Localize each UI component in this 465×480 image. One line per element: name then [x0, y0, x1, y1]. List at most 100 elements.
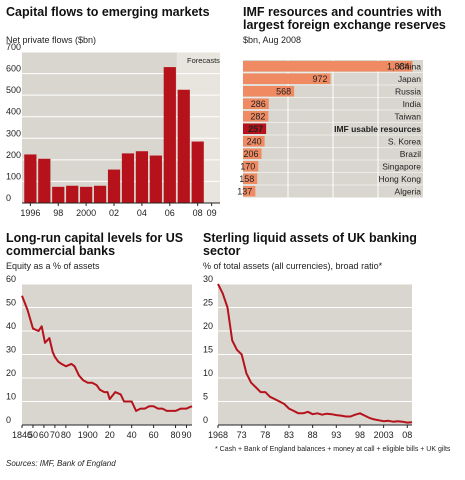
chart1-bar — [52, 186, 65, 203]
chart4-title: Sterling liquid assets of UK banking sec… — [203, 231, 417, 258]
chart1-ytick-label: 500 — [6, 85, 21, 95]
chart1-bar — [93, 185, 107, 203]
chart1-bar — [163, 67, 176, 203]
chart2-category-label: Taiwan — [395, 112, 422, 122]
chart2-value-label: 568 — [276, 87, 291, 97]
chart1-xtick-label: 04 — [137, 208, 147, 218]
chart2-category-label: Japan — [398, 74, 421, 84]
chart2-value-label: 257 — [248, 124, 263, 134]
chart1-ytick-label: 200 — [6, 150, 21, 160]
chart2-value-label: 282 — [250, 112, 265, 122]
chart2-category-label: China — [399, 62, 421, 72]
chart1-forecast-label: Forecasts — [187, 56, 220, 65]
chart2-value-label: 170 — [240, 162, 255, 172]
chart2-value-label: 137 — [237, 187, 252, 197]
chart2-value-label: 972 — [312, 74, 327, 84]
chart1-xtick-label: 08 — [193, 208, 203, 218]
chart4-ytick-label: 10 — [203, 368, 213, 378]
chart3-ytick-label: 10 — [6, 392, 16, 402]
chart2-bar — [243, 98, 269, 109]
chart4-ytick-label: 5 — [203, 392, 208, 402]
chart4-xtick-label: 08 — [402, 430, 412, 440]
chart2-bar — [243, 186, 256, 197]
chart1-ytick-label: 600 — [6, 64, 21, 74]
chart3-xtick-label: 80 — [61, 430, 71, 440]
chart3-xtick-label: 20 — [105, 430, 115, 440]
sources: Sources: IMF, Bank of England — [6, 459, 116, 468]
chart3-subtitle: Equity as a % of assets — [6, 261, 100, 271]
chart2-value-label: 286 — [251, 99, 266, 109]
chart3-xtick-label: 1900 — [78, 430, 98, 440]
chart3-xtick-label: 60 — [149, 430, 159, 440]
chart3-ytick-label: 60 — [6, 274, 16, 284]
chart2-category-label: Brazil — [400, 149, 421, 159]
chart1-ytick-label: 400 — [6, 107, 21, 117]
chart2-value-label: 158 — [239, 174, 254, 184]
chart2-subtitle: $bn, Aug 2008 — [243, 35, 302, 45]
chart4-ytick-label: 15 — [203, 345, 213, 355]
chart4-xtick-label: 83 — [284, 430, 294, 440]
chart3-xtick-label: 70 — [50, 430, 60, 440]
chart3-title: Long-run capital levels for US commercia… — [6, 231, 184, 258]
chart4-xtick-label: 93 — [331, 430, 341, 440]
chart4-ytick-label: 20 — [203, 321, 213, 331]
chart1-ytick-label: 300 — [6, 128, 21, 138]
chart1-xtick-label: 02 — [109, 208, 119, 218]
chart2-bar — [243, 136, 265, 147]
chart2-category-label: Algeria — [395, 187, 422, 197]
chart3-ytick-label: 30 — [6, 345, 16, 355]
chart4-xtick-label: 98 — [355, 430, 365, 440]
chart2-bar — [243, 73, 331, 84]
chart1-bar — [24, 154, 37, 203]
chart1-xtick-label: 98 — [53, 208, 63, 218]
chart4-series-line — [217, 283, 413, 424]
chart2-category-label: Russia — [395, 87, 421, 97]
chart3-xtick-label: 80 — [171, 430, 181, 440]
chart2-value-label: 240 — [247, 137, 262, 147]
chart3-ytick-label: 50 — [6, 298, 16, 308]
chart4-xtick-label: 2003 — [374, 430, 394, 440]
chart2-value-label: 1,884 — [387, 62, 410, 72]
chart2-category-label: Hong Kong — [378, 174, 421, 184]
chart4-xtick-label: 78 — [260, 430, 270, 440]
chart2-bar — [243, 86, 295, 97]
chart3-ytick-label: 0 — [6, 415, 11, 425]
chart2-bar — [243, 173, 258, 184]
chart2-bar — [243, 111, 269, 122]
chart1-ytick-label: 100 — [6, 171, 21, 181]
chart4-footnote: * Cash + Bank of England balances + mone… — [215, 446, 451, 453]
chart2-bar — [243, 148, 262, 159]
chart1-ytick-label: 0 — [6, 193, 11, 203]
chart3-series-line — [21, 295, 193, 412]
chart3-ytick-label: 20 — [6, 368, 16, 378]
chart4-xtick-label: 73 — [237, 430, 247, 440]
chart3-xtick-label: 50 — [28, 430, 38, 440]
chart2-category-label: India — [403, 99, 422, 109]
chart4-ytick-label: 0 — [203, 415, 208, 425]
chart3-xtick-label: 1840 — [12, 430, 32, 440]
chart3-xtick-label: 40 — [127, 430, 137, 440]
chart1-bar — [66, 185, 79, 203]
chart4-ytick-label: 25 — [203, 298, 213, 308]
chart3-xtick-label: 90 — [182, 430, 192, 440]
chart1-bar — [191, 141, 204, 203]
chart4-ytick-label: 30 — [203, 274, 213, 284]
chart2-bar — [243, 161, 259, 172]
chart1-bar — [38, 158, 51, 203]
chart2-title: IMF resources and countries with largest… — [243, 5, 446, 32]
chart1-bar — [135, 151, 149, 203]
chart4-xtick-label: 1968 — [208, 430, 228, 440]
chart1-xtick-label: 06 — [165, 208, 175, 218]
chart1-subtitle: Net private flows ($bn) — [6, 35, 97, 45]
chart2-bar — [243, 61, 413, 72]
chart2-value-label: 206 — [244, 149, 259, 159]
chart2-category-label: IMF usable resources — [334, 124, 421, 134]
chart1-bar — [121, 153, 135, 203]
chart1-bar — [107, 169, 121, 203]
chart3-xtick-label: 60 — [39, 430, 49, 440]
chart1-title: Capital flows to emerging markets — [6, 5, 210, 19]
chart2-bar — [243, 123, 267, 134]
chart1-xtick-label: 09 — [207, 208, 217, 218]
chart4-subtitle: % of total assets (all currencies), broa… — [203, 261, 383, 271]
